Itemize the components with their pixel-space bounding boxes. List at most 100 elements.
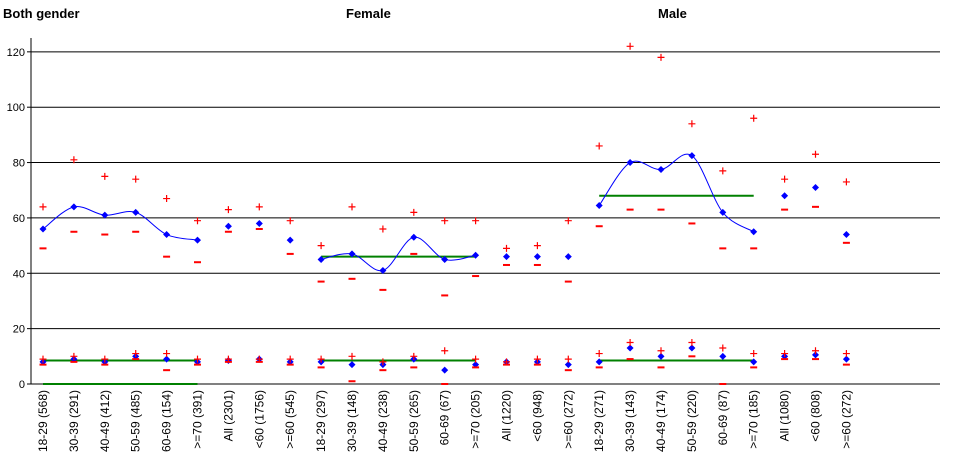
upper-estimate-upper-limit-point-2 [101,172,109,180]
upper-estimate-mean-point-1 [70,203,78,211]
lower-estimate-mean-point-26 [842,355,850,363]
upper-estimate-upper-limit-point-6 [224,206,232,214]
upper-estimate-mean-point-3 [132,208,140,216]
lower-estimate-upper-limit-point-8 [286,355,294,363]
upper-estimate-mean-point-13 [441,255,449,263]
trend-curves [42,153,754,272]
upper-estimate-upper-limit-point-10 [348,203,356,211]
ytick-label-40: 40 [13,268,25,280]
lower-estimate-mean-point-23 [750,358,758,366]
upper-estimate-mean-point-7 [255,219,263,227]
lower-estimate-mean-point-18 [595,358,603,366]
ytick-label-20: 20 [13,324,25,336]
x-axis: 18-29 (568) 30-39 (291) 40-49 (412) 50-59 (… [36,390,853,452]
data-markers [39,42,850,385]
upper-estimate-mean-point-23 [750,228,758,236]
upper-estimate-mean-point-0 [39,225,47,233]
upper-estimate-upper-limit-point-26 [842,178,850,186]
upper-estimate-mean-point-21 [688,152,696,160]
xtick-label-13: 60-69 (67) [438,390,452,445]
panel-titles: Both gender Female Male [3,6,687,21]
grid-layer [31,51,940,330]
upper-estimate-mean-point-16 [533,253,541,261]
lower-estimate-upper-limit-point-5 [194,355,201,363]
xtick-label-23: >=70 (185) [747,390,761,449]
axes [30,38,940,385]
lower-estimate-upper-limit-point-18 [595,350,603,358]
lower-estimate-upper-limit-point-16 [533,355,541,363]
ytick-label-100: 100 [7,102,25,114]
xtick-label-24: All (1080) [778,390,792,441]
xtick-label-26: >=60 (272) [839,390,853,449]
upper-estimate-mean-point-4 [163,231,171,239]
upper-estimate-mean-point-14 [472,251,480,259]
lower-estimate-upper-limit-point-4 [163,350,171,358]
xtick-label-9: 18-29 (297) [314,390,328,452]
upper-estimate-upper-limit-point-17 [564,217,572,225]
xtick-label-7: <60 (1756) [252,390,266,448]
upper-estimate-mean-point-19 [626,159,634,167]
upper-estimate-mean-point-9 [317,255,325,263]
xtick-label-3: 50-59 (485) [129,390,143,452]
upper-estimate-upper-limit-point-16 [533,242,541,250]
trend-curve-0 [42,206,198,241]
upper-estimate-upper-limit-point-22 [719,167,727,175]
upper-estimate-mean-point-17 [564,253,572,261]
lower-estimate-mean-point-20 [657,352,665,360]
lower-estimate-mean-point-22 [719,352,727,360]
lower-estimate-upper-limit-point-2 [101,355,109,363]
y-axis: 0 20 40 60 80 100 120 [7,47,31,391]
ytick-label-120: 120 [7,47,25,59]
lower-estimate-upper-limit-point-24 [781,350,789,358]
upper-estimate-upper-limit-point-24 [781,175,789,183]
xtick-label-25: <60 (808) [809,390,823,442]
upper-estimate-mean-point-20 [657,165,665,173]
xtick-label-0: 18-29 (568) [36,390,50,452]
panel-title-both-gender: Both gender [3,6,80,21]
xtick-label-17: >=60 (272) [561,390,575,449]
upper-estimate-upper-limit-point-4 [163,195,171,203]
xtick-label-22: 60-69 (87) [716,390,730,445]
lower-estimate-mean-point-19 [626,344,634,352]
reference-lines [43,194,754,385]
xtick-label-2: 40-49 (412) [98,390,112,452]
upper-estimate-mean-point-12 [410,233,418,241]
lower-estimate-upper-limit-point-22 [719,344,727,352]
xtick-label-18: 18-29 (271) [592,390,606,452]
upper-estimate-upper-limit-point-25 [812,150,819,158]
upper-estimate-upper-limit-point-19 [626,42,634,50]
xtick-label-5: >=70 (391) [191,390,205,449]
upper-estimate-mean-point-8 [286,236,294,244]
lower-estimate-upper-limit-point-14 [472,355,480,363]
upper-estimate-upper-limit-point-23 [750,114,758,122]
xtick-label-20: 40-49 (174) [654,390,668,452]
upper-estimate-mean-point-24 [781,192,789,200]
upper-estimate-mean-point-11 [379,267,387,275]
xtick-label-19: 30-39 (143) [623,390,637,452]
upper-estimate-upper-limit-point-15 [503,244,510,252]
upper-estimate-upper-limit-point-5 [194,217,201,225]
lower-estimate-upper-limit-point-1 [70,352,78,360]
xtick-label-15: All (1220) [500,390,514,441]
trend-curve-2 [598,153,754,233]
xtick-label-10: 30-39 (148) [345,390,359,452]
xtick-label-12: 50-59 (265) [407,390,421,452]
xtick-label-11: 40-49 (238) [376,390,390,452]
trend-curve-1 [320,236,476,272]
xtick-label-14: >=70 (205) [469,390,483,449]
lower-estimate-mean-point-10 [348,361,356,369]
ytick-label-80: 80 [13,158,25,170]
upper-estimate-upper-limit-point-7 [255,203,263,211]
lower-estimate-upper-limit-point-3 [132,350,140,358]
upper-estimate-upper-limit-point-9 [317,242,325,250]
upper-estimate-upper-limit-point-8 [286,217,294,225]
upper-estimate-upper-limit-point-18 [595,142,603,150]
upper-estimate-upper-limit-point-1 [70,156,78,164]
lower-estimate-upper-limit-point-9 [317,355,325,363]
upper-estimate-mean-point-6 [224,222,232,230]
xtick-label-1: 30-39 (291) [67,390,81,452]
xtick-label-21: 50-59 (220) [685,390,699,452]
lower-estimate-mean-point-4 [163,355,171,363]
lower-estimate-mean-point-25 [812,351,819,359]
